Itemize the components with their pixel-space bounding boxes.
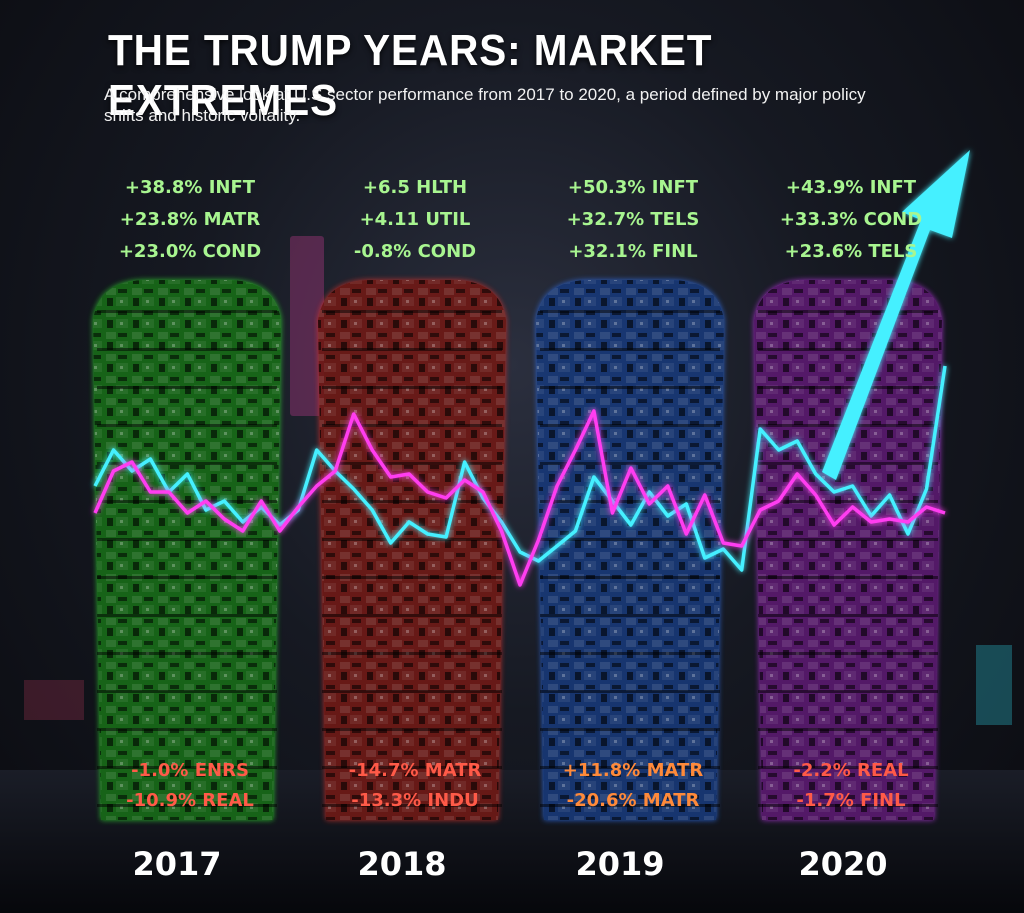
tower-2019 [536,280,724,820]
series-line-pink [93,409,946,587]
series-line-cyan [93,365,947,572]
tower-2020 [754,280,942,820]
bottom-performer-label: -20.6% MATR [567,790,700,811]
bottom-performer-label: -14.7% MATR [349,760,482,781]
top-performer-label: +50.3% INFT [568,177,699,198]
bottom-performer-label: -1.7% FINL [796,790,905,811]
top-performer-label: +23.8% MATR [120,209,261,230]
bottom-performer-label: -13.3% INDU [351,790,479,811]
trend-up-arrow [822,150,970,480]
top-performer-label: +6.5 HLTH [363,177,467,198]
bottom-performer-label: -1.0% ENRS [131,760,249,781]
bottom-performer-label: +11.8% MATR [563,760,704,781]
top-performer-label: +43.9% INFT [786,177,917,198]
top-performer-label: +33.3% COND [780,209,922,230]
year-label: 2020 [798,845,887,883]
year-label: 2018 [357,845,446,883]
year-label: 2019 [575,845,664,883]
background-neon-panel-left [24,680,84,720]
top-performer-label: -0.8% COND [354,241,476,262]
top-performer-label: +23.0% COND [119,241,261,262]
background-neon-sign [290,236,324,416]
chart-title: THE TRUMP YEARS: MARKET EXTREMES [108,26,713,125]
tower-2018 [318,280,506,820]
top-performer-label: +38.8% INFT [125,177,256,198]
tower-2017 [93,280,281,820]
bottom-performer-label: -10.9% REAL [126,790,254,811]
top-performer-label: +32.1% FINL [568,241,697,262]
top-performer-label: +23.6% TELS [785,241,918,262]
top-performer-label: +32.7% TELS [567,209,700,230]
chart-subtitle: A comprehensive look at U.S sector perfo… [104,85,866,125]
year-label: 2017 [132,845,221,883]
bottom-performer-label: -2.2% REAL [793,760,908,781]
top-performer-label: +4.11 UTIL [360,209,471,230]
background-neon-panel [976,645,1012,725]
